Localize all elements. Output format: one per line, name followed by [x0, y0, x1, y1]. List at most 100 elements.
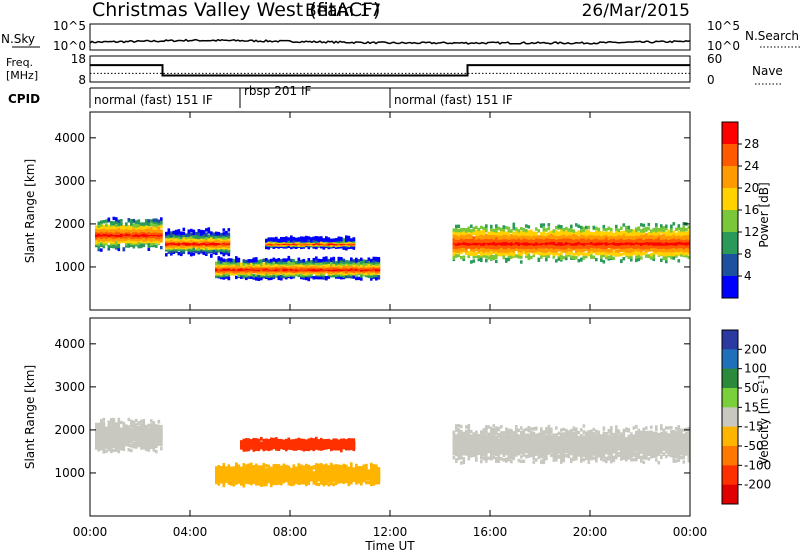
heatmap-cell: [317, 258, 321, 263]
heatmap-cell: [300, 259, 303, 264]
heatmap-cell: [180, 231, 183, 235]
heatmap-cell: [462, 235, 466, 239]
heatmap-cell: [577, 224, 581, 228]
heatmap-cell: [195, 231, 198, 236]
heatmap-cell: [187, 233, 191, 237]
nsky-frame: [89, 23, 691, 51]
heatmap-cell: [527, 253, 531, 257]
heatmap-cell: [217, 249, 221, 253]
heatmap-cell: [600, 258, 603, 262]
heatmap-cell: [372, 256, 376, 261]
heatmap-cell: [127, 230, 131, 234]
heatmap-cell: [222, 252, 226, 257]
heatmap-cell: [457, 228, 461, 233]
heatmap-cell: [512, 222, 516, 226]
heatmap-cell: [222, 264, 226, 268]
heatmap-cell: [222, 243, 226, 247]
heatmap-cell: [227, 243, 231, 248]
heatmap-cell: [140, 239, 143, 243]
heatmap-cell: [330, 261, 333, 265]
heatmap-cell: [222, 234, 226, 238]
heatmap-cell: [557, 257, 561, 261]
heatmap-cell: [97, 242, 101, 246]
heatmap-cell: [145, 235, 148, 240]
heatmap-cell: [197, 229, 201, 233]
heatmap-cell: [342, 258, 346, 262]
heatmap-cell: [187, 237, 191, 242]
heatmap-cell: [315, 275, 318, 280]
freq-right-tick-top: 60: [707, 52, 722, 66]
heatmap-cell: [312, 236, 316, 240]
heatmap-cell: [207, 243, 211, 247]
heatmap-cell: [237, 257, 241, 262]
heatmap-cell: [530, 255, 533, 260]
heatmap-cell: [310, 237, 313, 242]
heatmap-cell: [222, 258, 226, 262]
heatmap-cell: [122, 228, 126, 232]
heatmap-cell: [297, 257, 301, 261]
heatmap-cell: [227, 276, 231, 281]
heatmap-cell: [292, 259, 296, 263]
heatmap-cell: [577, 236, 581, 240]
heatmap-cell: [210, 253, 213, 258]
heatmap-cell: [137, 244, 141, 249]
heatmap-cell: [647, 227, 651, 231]
heatmap-cell: [222, 261, 226, 265]
heatmap-cell: [145, 232, 148, 237]
heatmap-cell: [645, 233, 648, 237]
heatmap-cell: [130, 243, 133, 247]
heatmap-cell: [230, 271, 233, 275]
heatmap-cell: [662, 226, 666, 230]
heatmap-cell: [220, 259, 223, 264]
heatmap-cell: [152, 237, 156, 242]
heatmap-cell: [585, 225, 588, 230]
heatmap-cell: [320, 236, 323, 240]
heatmap-cell: [182, 227, 186, 232]
heatmap-cell: [595, 226, 598, 230]
heatmap-cell: [130, 222, 133, 226]
heatmap-cell: [100, 243, 103, 247]
heatmap-cell: [125, 222, 128, 226]
heatmap-cell: [572, 252, 576, 256]
heatmap-cell: [135, 224, 138, 228]
heatmap-cell: [117, 227, 121, 231]
heatmap-cell: [270, 237, 273, 241]
heatmap-cell: [185, 233, 188, 237]
heatmap-cell: [147, 247, 151, 251]
heatmap-cell: [587, 229, 591, 234]
heatmap-cell: [260, 271, 263, 275]
heatmap-cell: [97, 247, 101, 252]
heatmap-cell: [205, 242, 208, 246]
heatmap-cell: [195, 249, 198, 254]
heatmap-cell: [562, 255, 566, 260]
nsearch-label: N.Search: [745, 29, 799, 43]
heatmap-cell: [135, 228, 138, 232]
heatmap-cell: [100, 230, 103, 235]
heatmap-cell: [645, 226, 648, 231]
heatmap-cell: [470, 224, 473, 228]
heatmap-cell: [537, 235, 541, 239]
heatmap-cell: [170, 233, 173, 238]
heatmap-cell: [160, 229, 163, 233]
heatmap-cell: [475, 247, 478, 252]
heatmap-cell: [122, 225, 126, 229]
heatmap-cell: [645, 254, 648, 258]
heatmap-cell: [280, 275, 283, 279]
nave-label: Nave: [752, 64, 783, 78]
heatmap-cell: [622, 257, 626, 261]
heatmap-cell: [160, 217, 163, 221]
heatmap-cell: [167, 228, 171, 232]
heatmap-cell: [225, 260, 228, 265]
heatmap-cell: [115, 220, 118, 224]
cpid-panel: CPID normal (fast) 151 IF rbsp 201 IF no…: [8, 84, 690, 108]
heatmap-cell: [285, 258, 288, 262]
heatmap-cell: [540, 255, 543, 259]
heatmap-cell: [107, 244, 111, 249]
heatmap-cell: [157, 219, 161, 223]
heatmap-cell: [457, 224, 461, 228]
heatmap-cell: [270, 270, 273, 274]
heatmap-cell: [307, 236, 311, 240]
heatmap-cell: [527, 230, 531, 234]
